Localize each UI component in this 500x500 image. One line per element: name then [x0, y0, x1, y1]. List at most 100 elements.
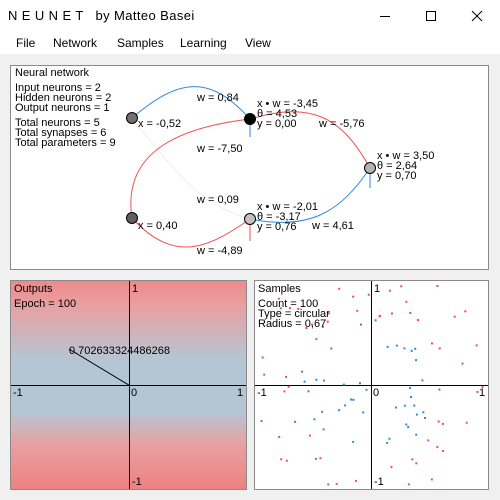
menu-network[interactable]: Network	[53, 36, 98, 50]
close-button[interactable]	[454, 0, 500, 32]
sample-point	[356, 309, 359, 312]
sample-point	[407, 426, 410, 429]
outputs-title: Outputs	[14, 283, 53, 295]
sample-point	[319, 457, 322, 460]
input-neuron-2[interactable]	[126, 212, 138, 224]
output-vector-line	[68, 348, 130, 386]
sample-point	[303, 380, 306, 383]
sample-point	[436, 446, 439, 449]
weight-i1-h1: w = 0,84	[197, 92, 239, 104]
input-neuron-1[interactable]	[126, 112, 138, 124]
sample-point	[391, 312, 393, 315]
sample-point	[461, 362, 464, 365]
sample-point	[421, 379, 424, 382]
hidden-neuron-1[interactable]	[244, 113, 256, 125]
sample-point	[379, 314, 382, 317]
sample-point	[322, 428, 325, 431]
sample-point	[438, 388, 441, 391]
sample-point	[335, 482, 338, 485]
menu-learning[interactable]: Learning	[180, 36, 227, 50]
sample-point	[285, 375, 288, 378]
minimize-button[interactable]	[362, 0, 408, 32]
hidden-1-xw: x • w = -3,45	[257, 98, 319, 110]
hidden-1-y: y = 0,00	[257, 118, 297, 130]
sample-point	[464, 310, 467, 313]
sample-point	[297, 307, 300, 310]
sample-point	[321, 326, 324, 328]
sample-point	[437, 420, 440, 423]
stat-total-parameters: Total parameters = 9	[15, 137, 116, 149]
sample-point	[411, 458, 414, 461]
sample-point	[326, 320, 329, 323]
axis-label-center: 0	[373, 387, 380, 399]
sample-point	[438, 347, 441, 350]
sample-point	[390, 466, 393, 469]
output-axes	[11, 281, 246, 489]
synapse-i1-h1	[131, 86, 251, 120]
sample-point	[413, 404, 416, 407]
sample-point	[305, 327, 308, 329]
sample-point	[367, 293, 370, 296]
sample-point	[422, 411, 425, 414]
sample-point	[409, 386, 411, 389]
sample-point	[431, 342, 433, 345]
maximize-button[interactable]	[408, 0, 454, 32]
sample-point	[430, 478, 433, 481]
sample-point	[359, 382, 361, 385]
sample-point	[442, 450, 445, 452]
sample-point	[414, 347, 417, 350]
sample-point	[279, 307, 282, 310]
output-neuron[interactable]	[364, 162, 376, 174]
outputs-panel: Outputs Epoch = 100 0.702633324486268 1 …	[10, 280, 247, 490]
sample-point	[400, 285, 403, 288]
hidden-2-xw: x • w = -2,01	[257, 201, 319, 213]
sample-point	[403, 347, 406, 350]
samples-panel: Samples Count = 100 Type = circular Radi…	[254, 280, 489, 490]
sample-point	[330, 347, 333, 350]
sample-point	[427, 439, 430, 442]
sample-point	[352, 398, 355, 401]
sample-point	[352, 440, 355, 443]
menu-samples[interactable]: Samples	[117, 36, 164, 50]
samples-count: Count = 100	[258, 298, 319, 310]
sample-point	[301, 370, 304, 373]
sample-point	[321, 410, 324, 413]
weight-i1-h2: w = 0,09	[197, 194, 239, 206]
sample-point	[308, 434, 311, 437]
sample-point	[280, 458, 283, 461]
stat-output-neurons: Output neurons = 1	[15, 102, 110, 114]
sample-point	[314, 457, 317, 460]
samples-title: Samples	[258, 283, 301, 295]
sample-point	[313, 418, 316, 421]
samples-radius: Radius = 0,67	[258, 318, 327, 330]
sample-point	[327, 483, 330, 486]
close-icon	[471, 10, 483, 22]
axis-label-top: 1	[374, 283, 381, 295]
sample-point	[417, 319, 420, 322]
menu-file[interactable]: File	[16, 36, 36, 50]
sample-point	[338, 409, 341, 412]
axis-label-bottom: -1	[132, 476, 142, 488]
weight-h2-o: w = 4,61	[312, 220, 354, 232]
sample-point	[436, 285, 439, 287]
sample-point	[263, 373, 266, 376]
weight-h1-o: w = -5,76	[319, 118, 365, 130]
weight-i2-h2: w = -4,89	[197, 245, 243, 257]
window-title: N E U N E T by Matteo Basei	[8, 8, 195, 23]
network-panel-title: Neural network	[15, 67, 89, 79]
sample-point	[287, 385, 290, 388]
sample-point	[327, 312, 330, 315]
sample-point	[322, 379, 325, 382]
menu-view[interactable]: View	[245, 36, 271, 50]
sample-point	[311, 323, 314, 326]
sample-point	[415, 359, 417, 362]
sample-point	[386, 345, 389, 348]
axis-label-top: 1	[132, 283, 139, 295]
sample-point	[288, 307, 291, 310]
axis-label-right: 1	[479, 387, 486, 399]
sample-point	[261, 356, 264, 359]
stat-total-neurons: Total neurons = 5	[15, 117, 100, 129]
sample-point	[365, 388, 368, 391]
hidden-neuron-2[interactable]	[244, 213, 256, 225]
sample-point	[285, 459, 288, 462]
